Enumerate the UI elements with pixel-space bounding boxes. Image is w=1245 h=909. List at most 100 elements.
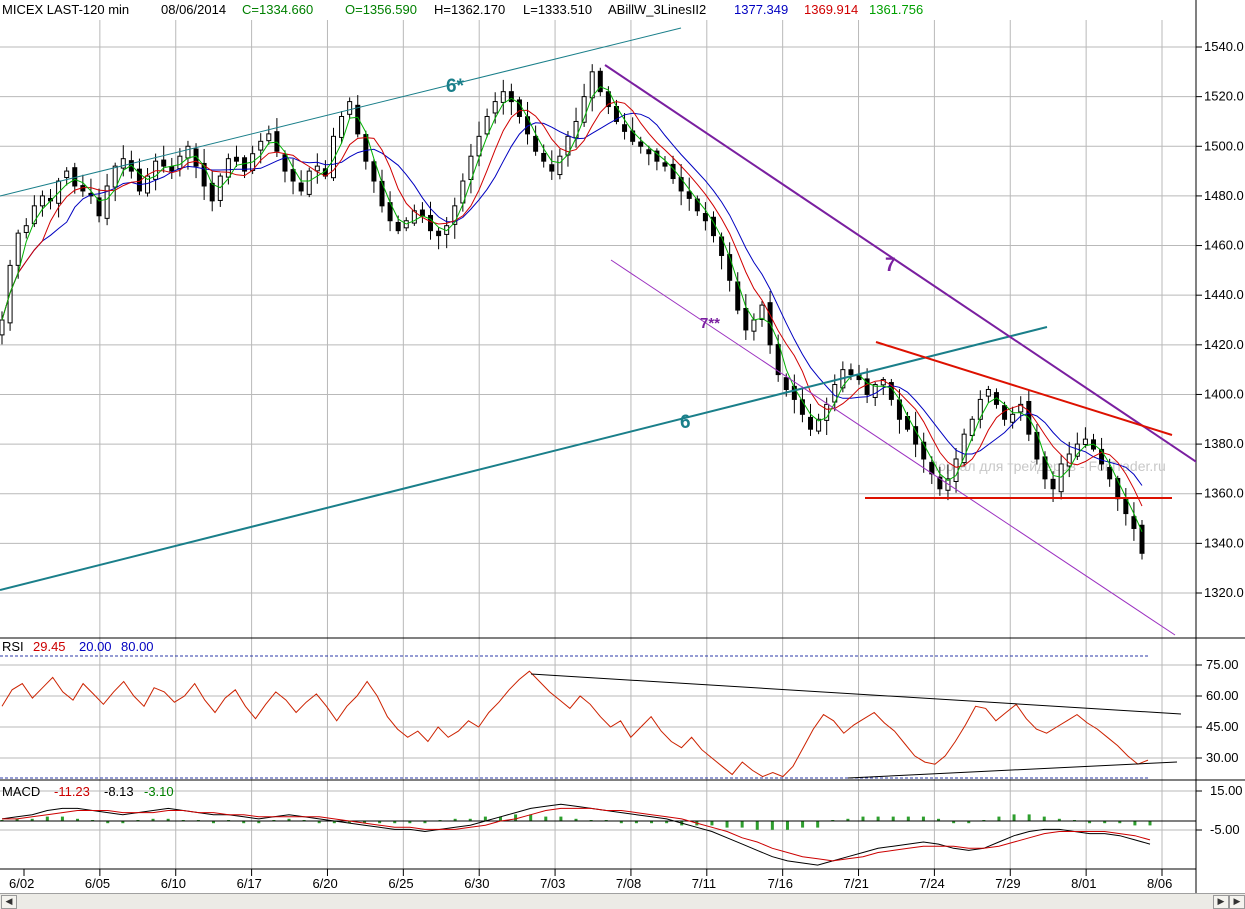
macd-histogram-bar (468, 818, 472, 821)
candle (508, 83, 514, 116)
candle-body (1010, 413, 1016, 423)
candle (274, 118, 280, 157)
candle-body (977, 398, 983, 420)
candle (533, 125, 539, 156)
candle-body (274, 131, 280, 152)
macd-value-1: -11.23 (54, 784, 90, 799)
candle (500, 79, 506, 115)
candle (985, 385, 991, 403)
candle-body (783, 377, 789, 390)
candle (525, 101, 531, 145)
macd-tick-label: 15.00 (1210, 783, 1243, 798)
candle (808, 403, 814, 436)
candle-body (589, 71, 595, 99)
scroll-right-button[interactable]: ▶ (1213, 895, 1229, 909)
header-open: O=1356.590 (345, 2, 417, 17)
candle-body (848, 369, 854, 376)
macd-tick-label: -5.00 (1210, 822, 1240, 837)
date-tick-label: 6/10 (161, 876, 186, 891)
candle-body (1131, 516, 1137, 529)
macd-y-axis: 15.00 -5.00 (1196, 783, 1243, 837)
macd-histogram-bar (619, 821, 623, 824)
candle (1026, 390, 1032, 442)
candle (662, 156, 668, 172)
candle (864, 368, 870, 404)
moving-average-blue (1, 112, 1143, 486)
macd-histogram-bar (937, 818, 941, 821)
candle-body (743, 308, 749, 331)
candle (379, 169, 385, 213)
header-symbol: MICEX LAST-120 min (2, 2, 129, 17)
candle (23, 218, 29, 239)
candle (549, 150, 555, 180)
candle-body (500, 91, 506, 103)
candle (1082, 427, 1088, 448)
candlesticks (0, 64, 1145, 560)
macd-histogram-bar (1148, 821, 1152, 826)
candle-body (436, 230, 442, 237)
candle-body (622, 124, 628, 132)
macd-histogram-bar (861, 816, 865, 821)
candle (921, 432, 927, 473)
candle-body (290, 169, 296, 182)
price-tick-label: 1320.0 (1204, 585, 1244, 600)
candle (1131, 502, 1137, 541)
macd-histogram-bar (574, 818, 578, 821)
macd-histogram-bar (1012, 814, 1016, 821)
macd-histogram-bar (921, 816, 925, 821)
candle-body (969, 418, 975, 436)
macd-histogram-bar (60, 816, 64, 821)
candle (686, 177, 692, 211)
macd-histogram-bar (770, 821, 774, 830)
scroll-end-button[interactable]: ▶ (1229, 895, 1245, 909)
macd-histogram-bar (846, 818, 850, 821)
candle-body (533, 135, 539, 152)
candle-body (266, 133, 272, 142)
candle-body (306, 170, 312, 195)
candle-body (64, 170, 70, 179)
macd-histogram-bar (1103, 821, 1107, 824)
candle-body (702, 213, 708, 222)
scroll-left-button[interactable]: ◀ (1, 895, 17, 909)
candle (1090, 433, 1096, 452)
candle (597, 67, 603, 97)
macd-histogram-bar (423, 821, 427, 824)
candle-body (217, 175, 223, 201)
candle-body (816, 418, 822, 432)
candle (1010, 406, 1016, 429)
rsi-y-axis: 75.00 60.00 45.00 30.00 (1196, 657, 1239, 765)
candle-body (233, 156, 239, 162)
macd-histogram-bar (785, 821, 789, 830)
candle (905, 411, 911, 432)
candle (654, 148, 660, 171)
macd-histogram-bar (483, 816, 487, 821)
macd-histogram (0, 814, 1152, 830)
candle (848, 363, 854, 381)
candle-body (1107, 466, 1113, 480)
candle (953, 448, 959, 493)
candle (694, 195, 700, 216)
price-tick-label: 1400.0 (1204, 386, 1244, 401)
candle-body (686, 191, 692, 199)
candle (977, 390, 983, 429)
candle (913, 411, 919, 458)
macd-histogram-bar (801, 821, 805, 828)
rsi-tick-label: 60.00 (1206, 688, 1239, 703)
horizontal-scrollbar[interactable]: ◀ ▶ ▶ (0, 893, 1245, 909)
date-tick-label: 8/01 (1071, 876, 1096, 891)
macd-histogram-bar (529, 814, 533, 821)
date-tick-label: 6/25 (388, 876, 413, 891)
macd-histogram-bar (906, 816, 910, 821)
downtrend-line-7 (604, 64, 1196, 463)
candle (339, 111, 345, 144)
header-low: L=1333.510 (523, 2, 592, 17)
candle-body (638, 141, 644, 147)
rsi-label: RSI (2, 639, 24, 654)
candle (799, 386, 805, 423)
macd-histogram-bar (634, 821, 638, 824)
macd-histogram-bar (393, 821, 397, 824)
macd-histogram-bar (166, 818, 170, 821)
macd-histogram-bar (317, 821, 321, 824)
downtrend-line-7-star (610, 259, 1176, 636)
price-tick-label: 1540.0 (1204, 39, 1244, 54)
